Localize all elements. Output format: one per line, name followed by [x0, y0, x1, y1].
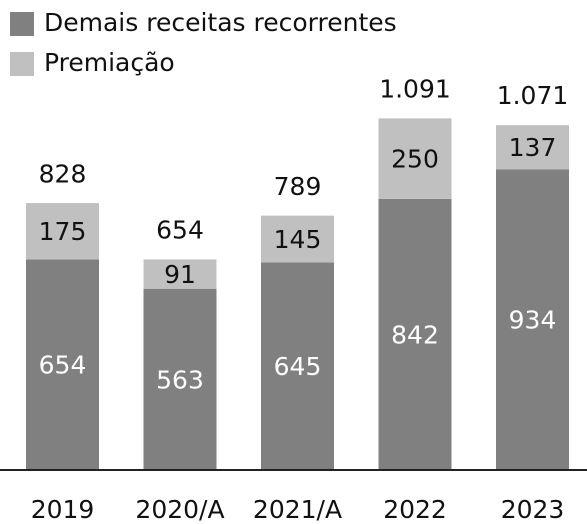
- segment-label: 145: [274, 225, 322, 254]
- legend-swatch: [10, 52, 34, 76]
- segment-label: 250: [391, 145, 439, 174]
- segment-label: 842: [391, 320, 439, 349]
- segment-label: 934: [509, 306, 557, 335]
- segment-label: 137: [509, 133, 557, 162]
- x-tick-label: 2020/A: [135, 495, 224, 524]
- x-tick-label: 2022: [383, 495, 447, 524]
- bar-segment: [261, 215, 334, 263]
- segment-label: 654: [39, 351, 87, 380]
- bar-segment: [26, 203, 99, 260]
- total-label: 1.091: [379, 75, 451, 104]
- total-label: 1.071: [497, 81, 569, 110]
- legend-label: Demais receitas recorrentes: [44, 8, 397, 37]
- bar-segment: [143, 259, 217, 289]
- bar-segment: [26, 259, 99, 470]
- bar-segment: [496, 125, 569, 170]
- x-tick-label: 2023: [501, 495, 565, 524]
- segment-label: 645: [274, 352, 322, 381]
- legend-label: Premiação: [44, 48, 175, 77]
- x-tick-label: 2021/A: [253, 495, 342, 524]
- total-label: 828: [39, 159, 87, 188]
- segment-label: 175: [39, 217, 87, 246]
- segment-label: 91: [164, 260, 196, 289]
- bar-segment: [378, 198, 452, 470]
- legend-swatch: [10, 12, 34, 36]
- bar-segment: [143, 288, 217, 470]
- x-tick-label: 2019: [31, 495, 95, 524]
- bar-segment: [261, 262, 334, 470]
- total-label: 654: [156, 215, 204, 244]
- segment-label: 563: [156, 365, 204, 394]
- total-label: 789: [274, 172, 322, 201]
- bar-segment: [496, 169, 569, 470]
- bar-segment: [378, 118, 452, 199]
